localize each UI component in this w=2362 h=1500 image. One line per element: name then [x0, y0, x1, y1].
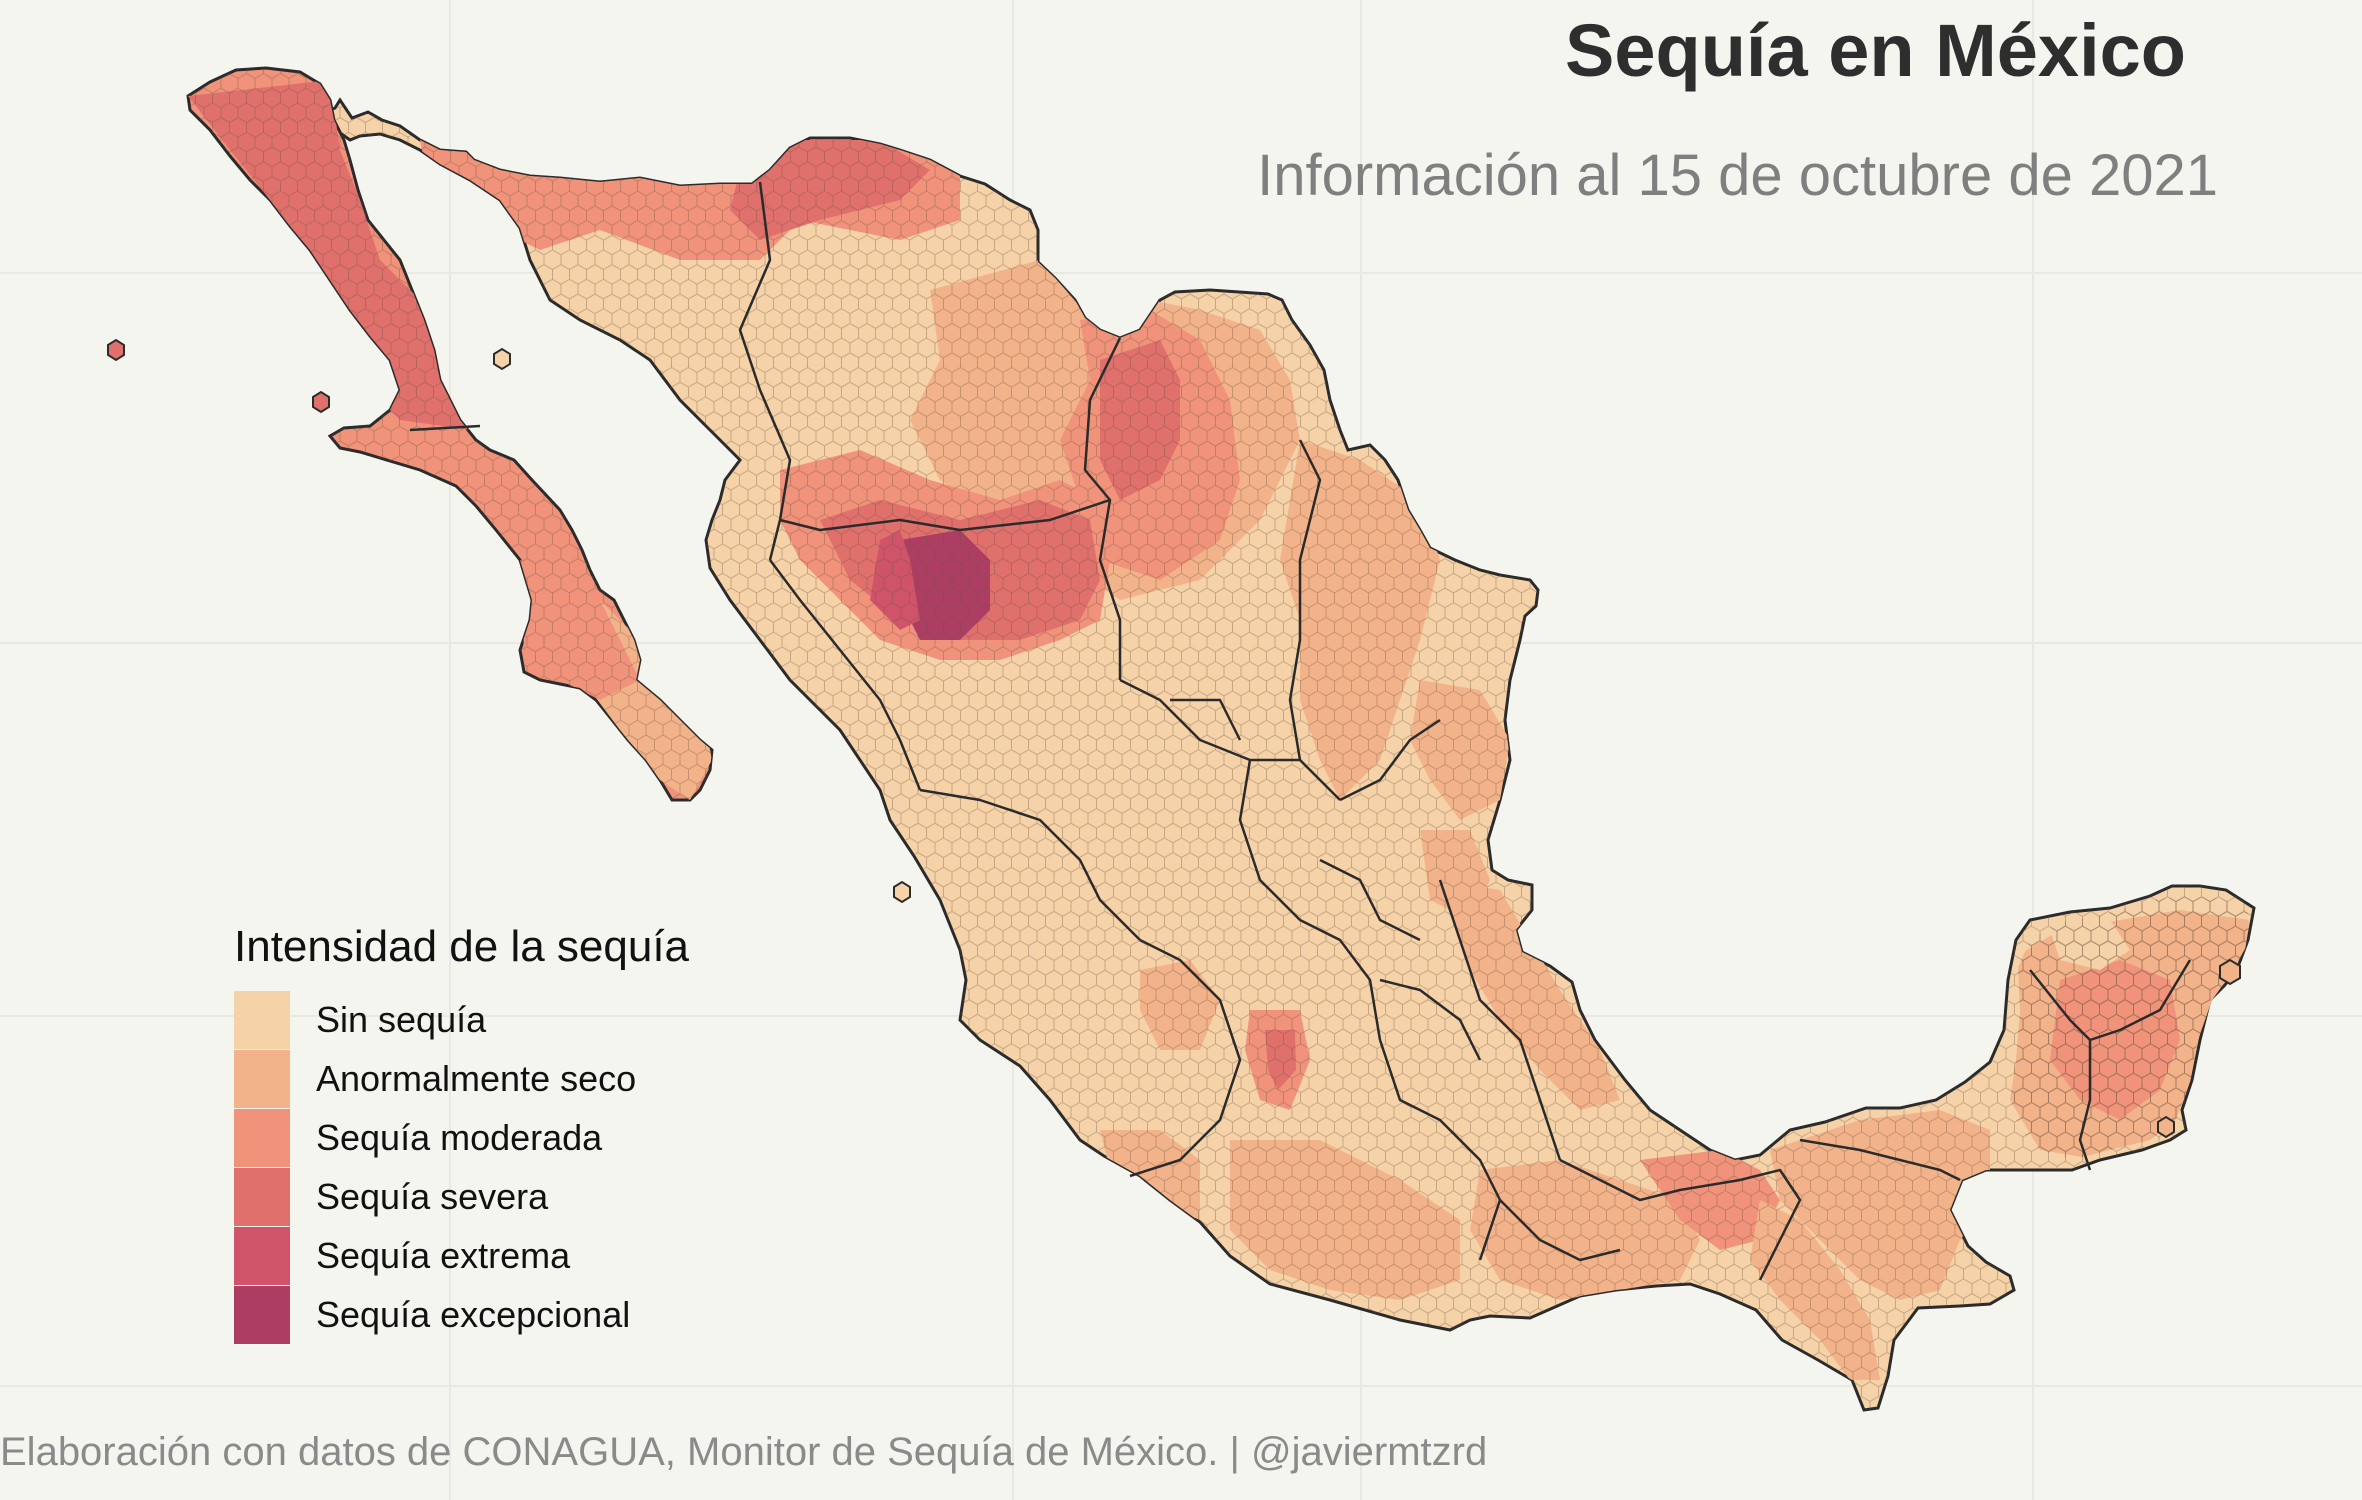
island-tiburon: [493, 347, 511, 371]
border-coahuila-zacatecas: [1119, 678, 1300, 762]
border-zacatecas-slp: [1238, 759, 1382, 1041]
legend-swatch: [234, 1049, 290, 1108]
state-borders: [409, 181, 2192, 1281]
legend-label: Sequía excepcional: [316, 1293, 631, 1335]
island-cedros: [312, 390, 330, 414]
legend-label: Sin sequía: [316, 998, 487, 1040]
legend-item-sequia-excepcional: Sequía excepcional: [234, 1285, 689, 1344]
gridline-horizontal: [0, 272, 2362, 274]
border-jalisco: [1129, 938, 1242, 1178]
gridline-vertical: [2032, 0, 2034, 1500]
legend-item-sin-sequia: Sin sequía: [234, 990, 689, 1049]
gridline-vertical: [449, 0, 451, 1500]
legend-title: Intensidad de la sequía: [234, 922, 690, 971]
legend-label: Sequía moderada: [316, 1116, 603, 1158]
border-inner-1: [1170, 698, 1242, 741]
border-yucatan-campeche: [2029, 959, 2192, 1042]
legend-swatch: [234, 990, 290, 1049]
border-tabasco: [1799, 1138, 1961, 1182]
border-durango-zacatecas: [919, 788, 1141, 941]
border-michoacan-guerrero: [1378, 1039, 1502, 1261]
map-title: Sequía en México: [1565, 9, 2186, 92]
yucatan-hex-texture: [2010, 896, 2250, 1160]
legend-item-sequia-severa: Sequía severa: [234, 1167, 689, 1226]
border-inner-2: [1319, 858, 1421, 942]
legend-item-sequia-moderada: Sequía moderada: [234, 1108, 689, 1167]
legend-swatch: [234, 1285, 290, 1344]
legend-label: Sequía extrema: [316, 1234, 571, 1276]
legend-label: Sequía severa: [316, 1175, 549, 1217]
island-cozumel: [2157, 1115, 2175, 1139]
border-puebla-oaxaca: [1559, 1158, 1741, 1202]
island-guadalupe: [107, 338, 125, 362]
border-chihuahua-durango: [779, 498, 1111, 532]
border-sinaloa-durango: [769, 559, 922, 791]
border-hidalgo-veracruz: [1438, 879, 1562, 1161]
island-mujeres: [2219, 958, 2241, 986]
gridline-horizontal: [0, 1385, 2362, 1387]
border-oaxaca-chiapas: [1739, 1168, 1802, 1281]
legend-item-sequia-extrema: Sequía extrema: [234, 1226, 689, 1285]
legend-item-anormalmente-seco: Anormalmente seco: [234, 1049, 689, 1108]
legend-swatch: [234, 1226, 290, 1285]
border-inner-3: [1379, 978, 1482, 1061]
border-guerrero-oaxaca: [1499, 1199, 1621, 1262]
island-islas-marias: [893, 880, 911, 904]
legend: Intensidad de la sequía Sin sequía Anorm…: [234, 922, 689, 1344]
border-campeche-qroo: [2078, 1040, 2092, 1171]
map-subtitle: Información al 15 de octubre de 2021: [1257, 143, 2218, 208]
legend-swatch: [234, 1167, 290, 1226]
caption: Elaboración con datos de CONAGUA, Monito…: [0, 1430, 1488, 1474]
border-nl-tamaulipas: [1339, 718, 1441, 802]
legend-swatch: [234, 1108, 290, 1167]
border-baja-bcs: [409, 424, 481, 432]
legend-label: Anormalmente seco: [316, 1057, 637, 1099]
